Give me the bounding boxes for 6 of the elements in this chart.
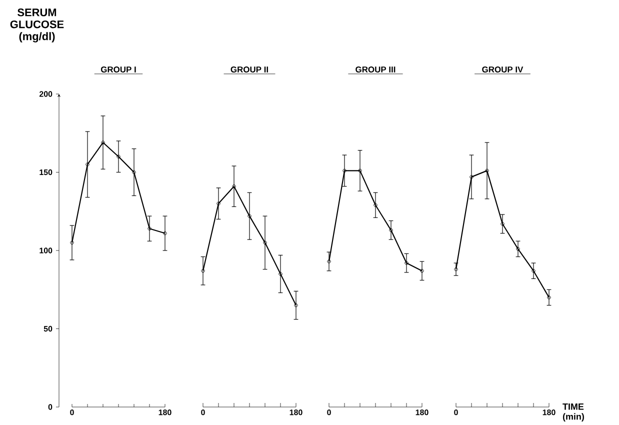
chart-title: GROUP IV <box>482 66 524 73</box>
chart-title: GROUP III <box>356 66 396 73</box>
chart-title: GROUP II <box>230 66 268 73</box>
x-axis-title: TIME (min) <box>562 404 584 422</box>
chart-title: GROUP I <box>100 66 136 73</box>
y-axis-title: SERUM GLUCOSE (mg/dl) <box>10 8 64 42</box>
